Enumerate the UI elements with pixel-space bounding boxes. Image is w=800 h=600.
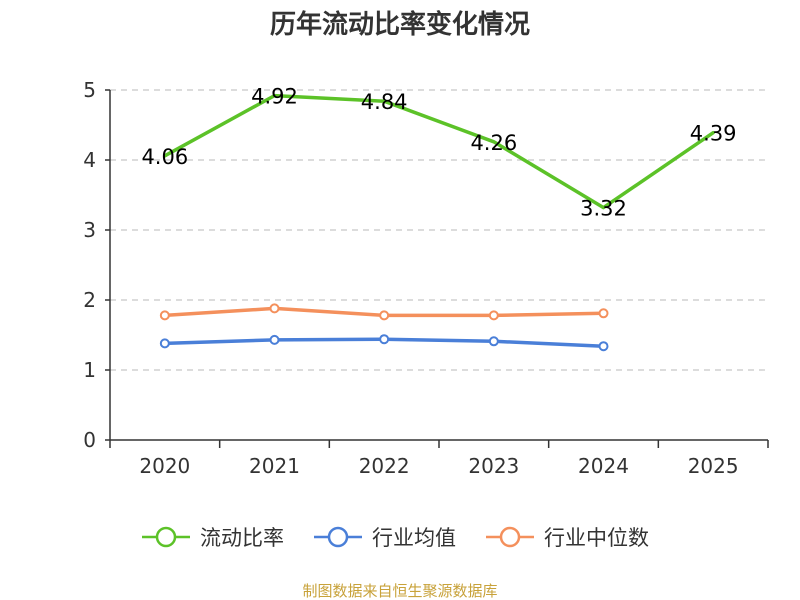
y-tick-label: 1 [83, 358, 96, 382]
x-tick-label-2022: 2022 [359, 454, 410, 478]
data-labels: 4.06 4.92 4.84 4.26 3.32 4.39 [141, 85, 736, 221]
data-point[interactable] [488, 310, 499, 321]
y-tick-label: 3 [83, 218, 96, 242]
legend-item-0[interactable]: 流动比率 [142, 526, 284, 550]
series-lines [159, 93, 715, 352]
legend-item-2[interactable]: 行业中位数 [486, 526, 649, 550]
data-point[interactable] [379, 310, 390, 321]
data-point[interactable] [598, 341, 609, 352]
data-point[interactable] [269, 303, 280, 314]
data-label: 3.32 [580, 197, 627, 221]
data-label: 4.92 [251, 85, 298, 109]
legend[interactable]: 流动比率 行业均值 行业中位数 [142, 526, 649, 550]
data-point[interactable] [598, 308, 609, 319]
data-label: 4.39 [690, 122, 737, 146]
legend-label: 行业中位数 [544, 526, 649, 550]
data-point[interactable] [379, 334, 390, 345]
x-tick-label-2025: 2025 [688, 454, 739, 478]
axes: 0 1 2 3 4 5 2020 2021 2022 2023 2024 2025 [83, 78, 769, 478]
legend-item-1[interactable]: 行业均值 [314, 526, 456, 550]
legend-label: 行业均值 [372, 526, 456, 550]
x-tick-label-2023: 2023 [468, 454, 519, 478]
x-tick-label-2024: 2024 [578, 454, 629, 478]
data-label: 4.26 [470, 131, 517, 155]
series-line-0 [163, 93, 715, 210]
data-point[interactable] [488, 336, 499, 347]
source-note: 制图数据来自恒生聚源数据库 [302, 582, 497, 600]
data-label: 4.84 [361, 90, 408, 114]
data-point[interactable] [159, 338, 170, 349]
y-tick-label: 0 [83, 428, 96, 452]
legend-marker [327, 526, 349, 548]
x-tick-label-2021: 2021 [249, 454, 300, 478]
y-tick-label: 4 [83, 148, 96, 172]
x-tick-label-2020: 2020 [139, 454, 190, 478]
data-point[interactable] [269, 334, 280, 345]
y-tick-label: 2 [83, 288, 96, 312]
y-tick-label: 5 [83, 78, 96, 102]
legend-marker [155, 526, 177, 548]
data-point[interactable] [159, 310, 170, 321]
legend-label: 流动比率 [200, 526, 284, 550]
legend-marker [499, 526, 521, 548]
data-label: 4.06 [141, 145, 188, 169]
chart-title: 历年流动比率变化情况 [270, 9, 530, 40]
